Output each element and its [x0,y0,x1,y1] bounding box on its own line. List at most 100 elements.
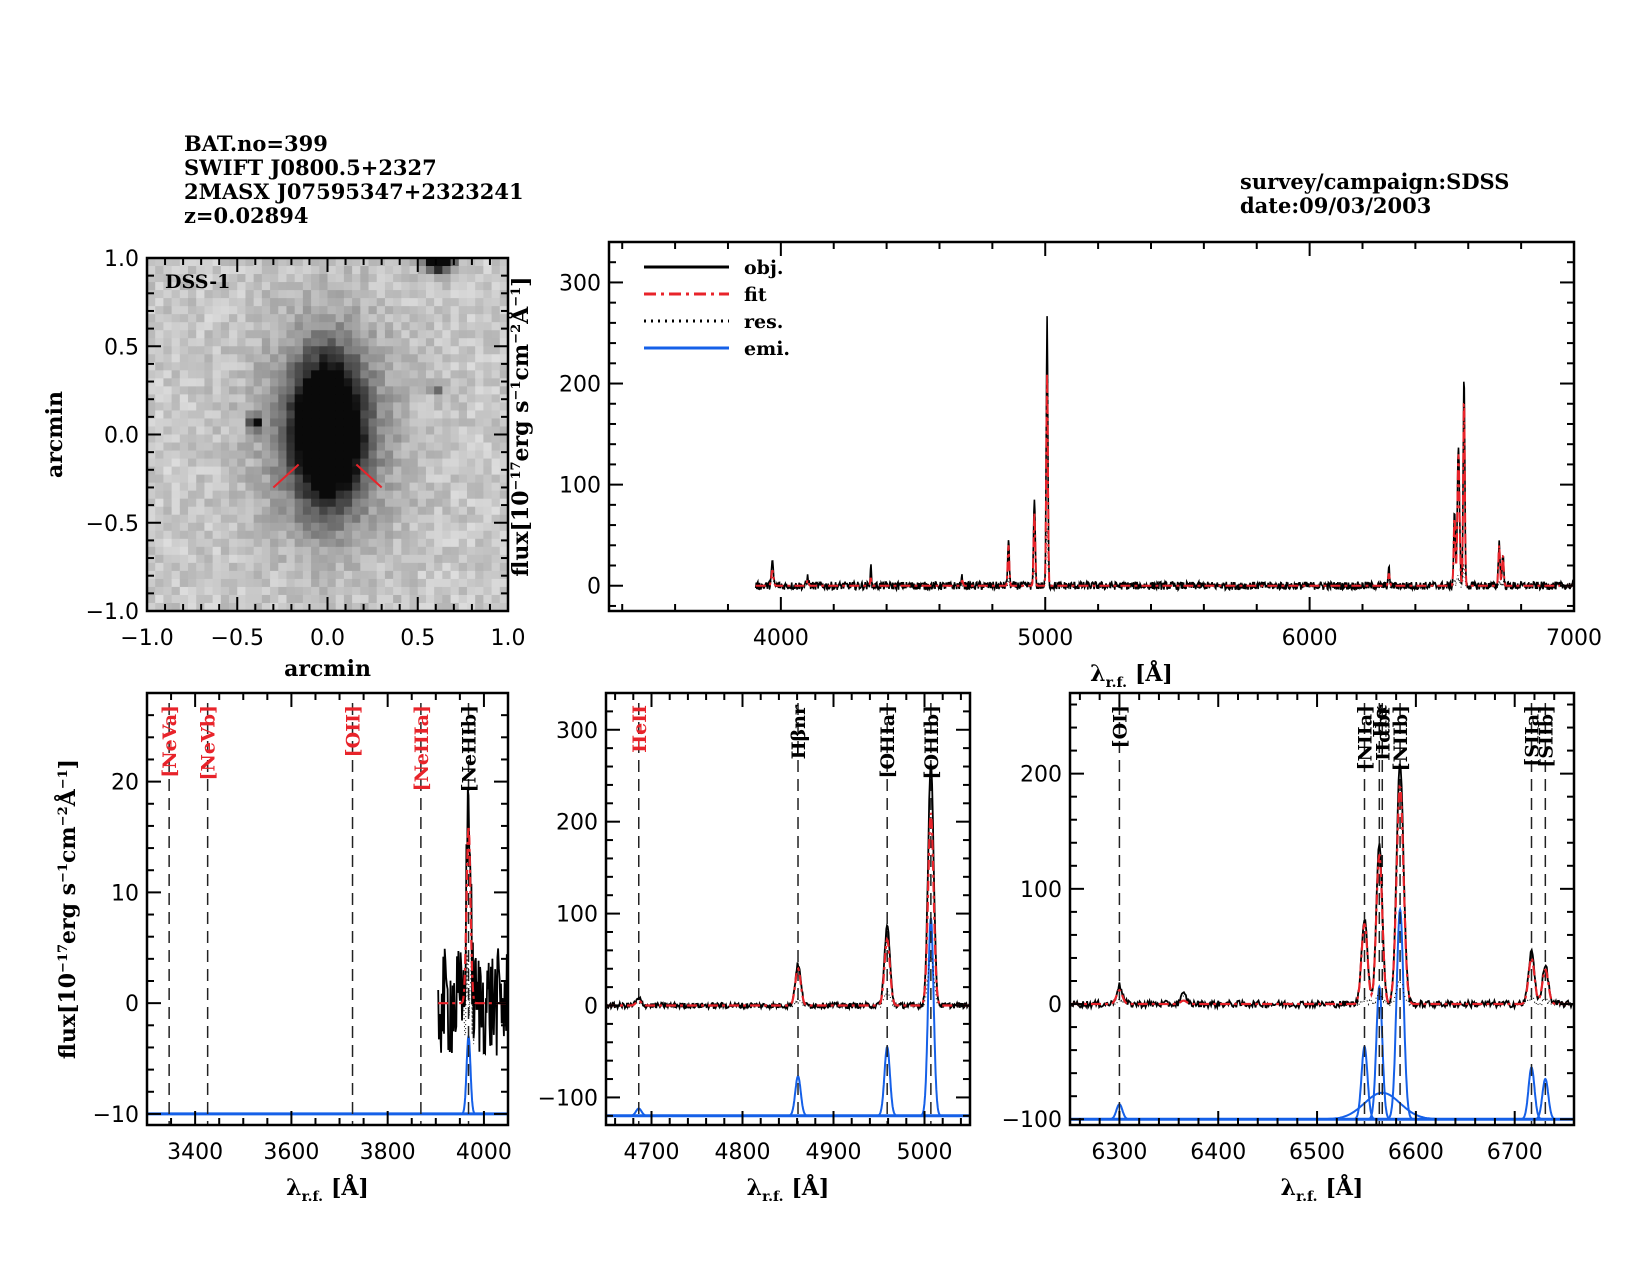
image-pixel [491,498,501,508]
image-pixel [212,538,222,548]
image-pixel [425,554,435,564]
image-pixel [360,506,370,516]
image-pixel [475,538,484,548]
image-pixel [179,578,189,588]
image-pixel [302,290,312,299]
image-pixel [261,314,271,323]
image-pixel [212,490,222,500]
image-pixel [155,458,165,468]
image-pixel [155,274,165,283]
image-pixel [393,298,402,307]
image-pixel [270,506,279,516]
image-pixel [212,458,222,468]
image-pixel [302,322,312,331]
image-pixel [376,418,386,428]
image-pixel [491,314,501,323]
image-pixel [245,346,255,355]
image-pixel [483,530,493,540]
image-pixel [327,418,337,428]
image-pixel [220,378,230,387]
image-pixel [229,466,238,476]
image-pixel [368,370,378,379]
image-pixel [278,322,288,331]
image-pixel [483,554,493,564]
image-pixel [409,434,419,444]
image-pixel [147,322,156,331]
bat-number: BAT.no=399 [184,131,328,156]
image-pixel [237,442,247,452]
image-pixel [352,594,361,604]
image-pixel [409,274,419,283]
image-pixel [491,362,501,371]
survey-info: survey/campaign:SDSS date:09/03/2003 [1240,170,1509,218]
image-pixel [212,434,222,444]
image-pixel [376,466,386,476]
image-pixel [327,522,337,532]
image-pixel [237,410,247,420]
image-pixel [491,306,501,315]
image-pixel [425,386,435,395]
image-pixel [302,466,312,476]
image-pixel [352,322,361,331]
image-pixel [417,354,427,363]
image-pixel [261,338,271,347]
image-pixel [409,442,419,452]
image-pixel [212,354,222,363]
image-pixel [475,362,484,371]
image-pixel [155,522,165,532]
image-pixel [237,402,247,412]
image-pixel [278,578,288,588]
image-pixel [491,418,501,428]
image-pixel [442,602,452,612]
image-pixel [302,266,312,275]
image-pixel [253,330,263,339]
image-pixel [450,354,460,363]
image-pixel [491,322,501,331]
image-pixel [499,506,509,516]
image-pixel [237,514,247,524]
image-pixel [475,266,484,275]
image-pixel [499,450,509,460]
image-pixel [376,410,386,420]
image-pixel [147,258,156,267]
image-pixel [360,298,370,307]
image-pixel [475,602,484,612]
image-pixel [434,466,443,476]
image-pixel [229,298,238,307]
image-pixel [220,298,230,307]
image-pixel [483,410,493,420]
image-pixel [196,426,206,436]
image-pixel [450,338,460,347]
image-pixel [302,530,312,540]
image-pixel [368,602,378,612]
image-pixel [196,546,206,556]
image-pixel [384,594,394,604]
image-pixel [450,274,460,283]
x-tick-label: 4000 [456,1140,512,1165]
image-pixel [196,418,206,428]
image-pixel [319,386,329,395]
image-pixel [499,346,509,355]
image-pixel [425,530,435,540]
image-pixel [302,314,312,323]
image-pixel [483,570,493,580]
image-pixel [319,578,329,588]
image-pixel [204,562,214,572]
image-pixel [343,594,353,604]
image-pixel [278,442,288,452]
image-pixel [163,506,173,516]
image-pixel [229,570,238,580]
image-pixel [384,578,394,588]
image-pixel [368,266,378,275]
image-pixel [393,458,402,468]
image-pixel [352,330,361,339]
image-pixel [286,482,296,492]
image-pixel [442,402,452,412]
image-pixel [253,306,263,315]
image-pixel [483,402,493,412]
image-pixel [401,346,411,355]
image-pixel [245,330,255,339]
x-tick-label: 0.5 [400,626,435,651]
image-pixel [294,314,304,323]
image-pixel [212,346,222,355]
